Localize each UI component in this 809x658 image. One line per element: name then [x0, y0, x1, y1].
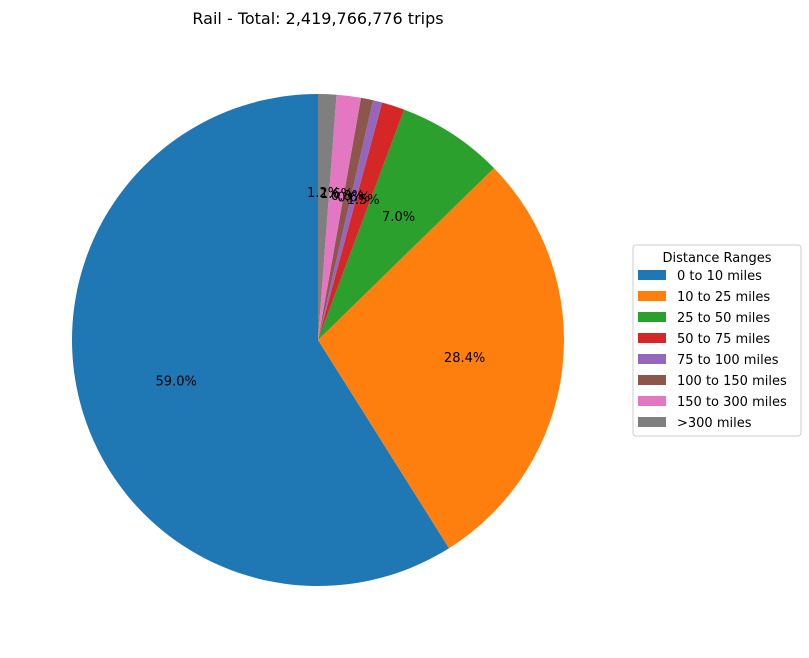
- legend-title: Distance Ranges: [663, 251, 772, 266]
- pie-slice-4: [318, 100, 383, 340]
- legend-label-6: 150 to 300 miles: [677, 395, 787, 410]
- legend-label-3: 50 to 75 miles: [677, 332, 770, 347]
- chart-title: Rail - Total: 2,419,766,776 trips: [192, 9, 443, 28]
- pie-percent-label-4: 0.6%: [337, 190, 370, 205]
- legend-swatch-0: [638, 270, 666, 280]
- pie-slice-2: [318, 109, 494, 341]
- legend-swatch-6: [638, 396, 666, 406]
- pie-slice-0: [71, 94, 450, 587]
- legend-label-2: 25 to 50 miles: [677, 311, 770, 326]
- legend-swatch-5: [638, 375, 666, 385]
- pie-slice-1: [318, 168, 564, 549]
- legend-swatch-3: [638, 333, 666, 343]
- pie-percent-label-1: 28.4%: [444, 351, 485, 366]
- pie-slices: [71, 94, 564, 587]
- legend-swatch-2: [638, 312, 666, 322]
- pie-percent-label-5: 0.8%: [331, 189, 364, 204]
- legend: Distance Ranges 0 to 10 miles 10 to 25 mi…: [632, 244, 802, 437]
- pie-slice-3: [318, 102, 405, 340]
- legend-swatch-7: [638, 417, 666, 427]
- pie-percent-labels: 59.0% 28.4% 7.0%1.5%0.6%0.8%1.6%1.2%: [156, 186, 486, 389]
- pie-percent-label-6: 1.6%: [320, 187, 353, 202]
- pie-slice-7: [318, 94, 337, 340]
- legend-label-1: 10 to 25 miles: [677, 290, 770, 305]
- pie-slice-5: [318, 97, 374, 340]
- legend-label-7: >300 miles: [677, 416, 752, 431]
- pie-percent-label-7: 1.2%: [307, 186, 340, 201]
- pie-percent-label-3: 1.5%: [347, 193, 380, 208]
- legend-label-0: 0 to 10 miles: [677, 269, 762, 284]
- legend-frame: [632, 244, 802, 437]
- legend-label-5: 100 to 150 miles: [677, 374, 787, 389]
- pie-percent-label-0: 59.0%: [156, 374, 197, 389]
- legend-swatch-4: [638, 354, 666, 364]
- legend-swatch-1: [638, 291, 666, 301]
- legend-label-4: 75 to 100 miles: [677, 353, 779, 368]
- pie-slice-6: [318, 94, 362, 341]
- pie-percent-label-2: 7.0%: [382, 210, 415, 225]
